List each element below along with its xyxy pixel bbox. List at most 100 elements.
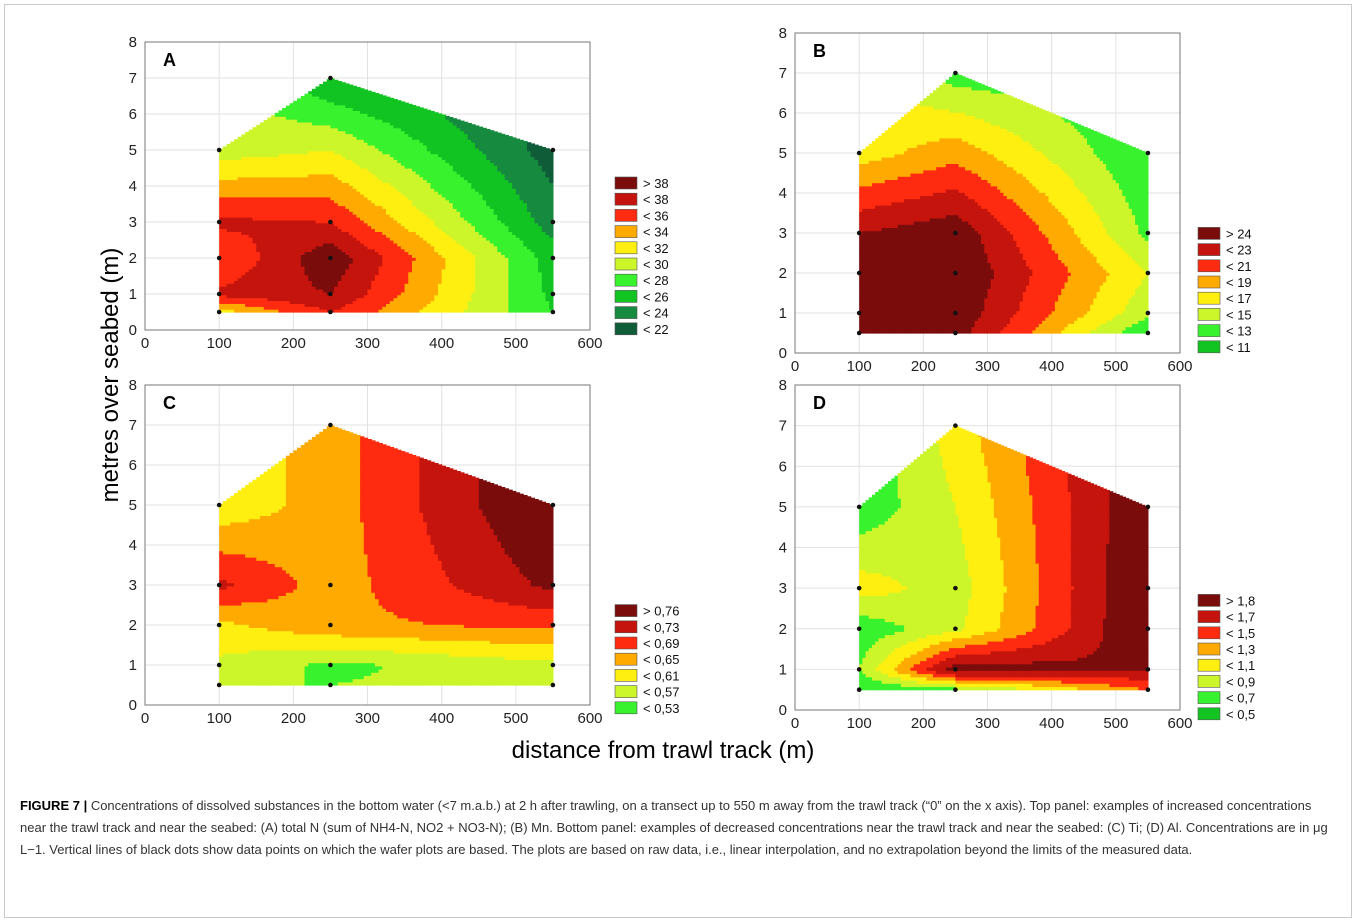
contour-cell xyxy=(278,147,283,152)
contour-cell xyxy=(323,173,328,178)
contour-cell xyxy=(248,170,254,175)
contour-cell xyxy=(260,228,265,232)
contour-cell xyxy=(300,242,306,247)
contour-cell xyxy=(263,205,268,209)
contour-cell xyxy=(304,268,309,273)
contour-cell xyxy=(260,263,265,267)
contour-cell xyxy=(300,309,306,313)
contour-cell xyxy=(278,234,283,238)
contour-cell xyxy=(230,214,235,218)
contour-cell xyxy=(278,165,283,169)
contour-cell xyxy=(289,257,294,261)
contour-cell xyxy=(300,257,306,261)
contour-cell xyxy=(326,225,331,230)
contour-cell xyxy=(245,265,250,270)
contour-cell xyxy=(282,294,287,299)
contour-cell xyxy=(263,156,268,160)
contour-cell xyxy=(234,225,239,230)
contour-cell xyxy=(219,234,224,238)
contour-cell xyxy=(326,116,331,120)
contour-cell xyxy=(293,136,298,140)
contour-cell xyxy=(248,268,254,273)
contour-cell xyxy=(226,156,231,160)
contour-cell xyxy=(315,297,320,302)
contour-cell xyxy=(319,309,324,313)
contour-cell xyxy=(230,271,235,276)
contour-cell xyxy=(226,260,231,264)
contour-cell xyxy=(271,193,276,198)
contour-cell xyxy=(226,283,231,287)
contour-cell xyxy=(271,297,276,302)
contour-cell xyxy=(271,173,276,178)
contour-cell xyxy=(293,208,298,212)
contour-cell xyxy=(267,300,272,304)
contour-cell xyxy=(289,104,294,109)
contour-cell xyxy=(297,277,302,281)
contour-cell xyxy=(252,291,257,296)
contour-cell xyxy=(274,196,280,201)
contour-cell xyxy=(256,170,261,175)
contour-cell xyxy=(230,173,235,178)
contour-cell xyxy=(289,130,294,135)
contour-cell xyxy=(230,277,235,281)
contour-cell xyxy=(282,170,287,175)
contour-cell xyxy=(308,159,313,163)
contour-cell xyxy=(263,120,268,123)
contour-cell xyxy=(300,291,306,296)
contour-cell xyxy=(304,303,309,307)
contour-cell xyxy=(319,84,324,86)
contour-cell xyxy=(226,173,231,178)
contour-cell xyxy=(300,98,306,103)
contour-cell xyxy=(311,173,317,178)
contour-cell xyxy=(300,107,306,111)
contour-cell xyxy=(241,217,246,221)
contour-cell xyxy=(271,245,276,250)
contour-cell xyxy=(297,283,302,287)
contour-cell xyxy=(282,168,287,172)
contour-cell xyxy=(467,123,472,126)
contour-cell xyxy=(282,147,287,152)
contour-cell xyxy=(267,283,272,287)
contour-cell xyxy=(271,283,276,287)
contour-cell xyxy=(304,188,309,192)
contour-cell xyxy=(326,208,331,212)
contour-cell xyxy=(267,150,272,155)
contour-cell xyxy=(323,231,328,235)
contour-cell xyxy=(241,179,246,183)
contour-cell xyxy=(278,277,283,281)
contour-cell xyxy=(245,219,250,224)
contour-cell xyxy=(267,234,272,238)
contour-cell xyxy=(222,231,228,235)
contour-cell xyxy=(282,199,287,204)
contour-cell xyxy=(226,265,231,270)
contour-cell xyxy=(260,142,265,146)
contour-cell xyxy=(285,168,291,172)
contour-cell xyxy=(260,289,265,293)
contour-cell xyxy=(263,214,268,218)
contour-cell xyxy=(230,196,235,201)
contour-cell xyxy=(315,101,320,106)
contour-cell xyxy=(285,176,291,181)
contour-cell xyxy=(289,309,294,313)
contour-cell xyxy=(248,165,254,169)
contour-cell xyxy=(297,127,302,132)
contour-cell xyxy=(304,309,309,313)
contour-cell xyxy=(230,147,235,152)
contour-cell xyxy=(274,147,280,152)
contour-cell xyxy=(222,291,228,296)
contour-cell xyxy=(323,147,328,152)
contour-cell xyxy=(219,182,224,186)
contour-cell xyxy=(274,303,280,307)
contour-cell xyxy=(274,173,280,178)
contour-cell xyxy=(248,193,254,198)
contour-cell xyxy=(293,159,298,163)
contour-cell xyxy=(267,251,272,255)
contour-cell xyxy=(293,188,298,192)
contour-cell xyxy=(308,251,313,255)
contour-cell xyxy=(304,225,309,230)
contour-cell xyxy=(252,260,257,264)
contour-cell xyxy=(293,205,298,209)
contour-cell xyxy=(241,242,246,247)
contour-cell xyxy=(222,297,228,302)
contour-cell xyxy=(319,147,324,152)
